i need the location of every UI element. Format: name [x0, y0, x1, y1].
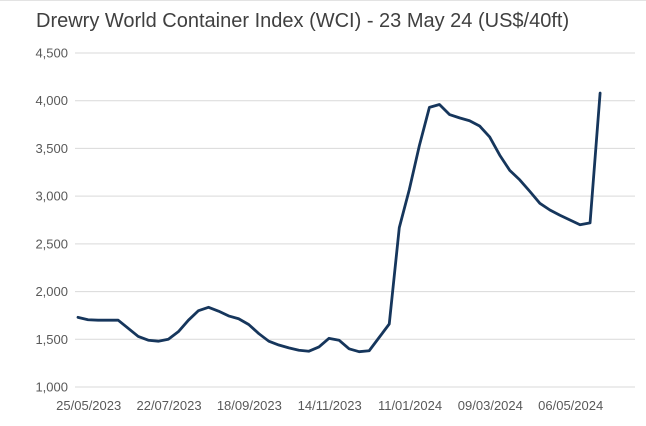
- x-tick-label: 22/07/2023: [136, 398, 201, 413]
- y-axis-labels: 1,000 1,500 2,000 2,500 3,000 3,500 4,000 4,500: [35, 46, 68, 395]
- y-tick-label: 1,000: [35, 380, 68, 395]
- y-tick-label: 2,000: [35, 284, 68, 299]
- x-tick-label: 11/01/2024: [378, 398, 442, 413]
- x-tick-label: 06/05/2024: [538, 398, 603, 413]
- y-tick-label: 3,000: [35, 189, 68, 204]
- wci-series-line: [76, 91, 602, 354]
- x-tick-label: 25/05/2023: [56, 398, 121, 413]
- x-tick-label: 18/09/2023: [217, 398, 282, 413]
- y-tick-label: 4,500: [35, 46, 68, 61]
- x-axis-labels: 25/05/2023 22/07/2023 18/09/2023 14/11/2023…: [56, 398, 603, 413]
- y-tick-label: 1,500: [35, 332, 68, 347]
- chart-title: Drewry World Container Index (WCI) - 23 …: [36, 10, 570, 32]
- y-tick-label: 4,000: [35, 93, 68, 108]
- y-tick-label: 3,500: [35, 141, 68, 156]
- x-tick-label: 14/11/2023: [298, 398, 362, 413]
- window-top-edge: [0, 0, 646, 1]
- x-tick-label: 09/03/2024: [458, 398, 523, 413]
- y-tick-label: 2,500: [35, 236, 68, 251]
- gridlines: [75, 52, 635, 388]
